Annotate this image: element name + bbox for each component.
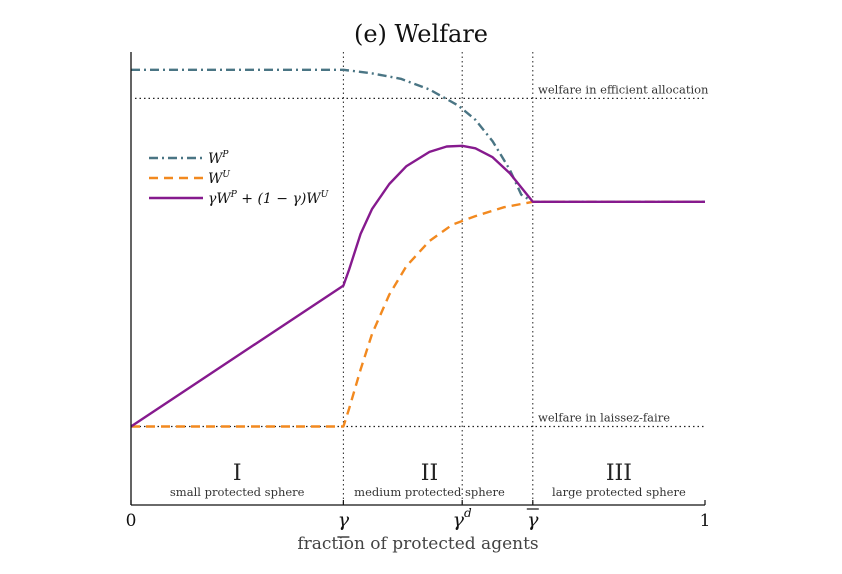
x-tick-label-2: γd xyxy=(453,506,472,531)
x-tick-label-1: γ xyxy=(338,509,350,531)
region-label-3: large protected sphere xyxy=(552,485,686,499)
region-numeral-3: III xyxy=(606,461,632,486)
legend-label-mix: γWP + (1 − γ)WU xyxy=(208,190,329,207)
legend-label-WU: WU xyxy=(208,170,230,187)
series-line-mix xyxy=(130,144,705,428)
x-tick-label-3: γ xyxy=(527,509,539,531)
region-numeral-2: II xyxy=(421,461,438,486)
series-lines xyxy=(130,68,705,428)
legend-label-WP: WP xyxy=(208,150,229,167)
x-tick-label-0: 0 xyxy=(126,511,137,531)
legend: WP WU γWP + (1 − γ)WU xyxy=(149,150,329,207)
region-numeral-1: I xyxy=(233,461,242,486)
x-axis-label: fraction of protected agents xyxy=(297,534,538,554)
ref-label-efficient: welfare in efficient allocation xyxy=(538,82,709,96)
region-label-2: medium protected sphere xyxy=(354,485,505,499)
reference-lines: welfare in efficient allocation welfare i… xyxy=(135,82,709,428)
chart-title: (e) Welfare xyxy=(354,20,488,48)
region-dividers xyxy=(342,52,534,505)
series-line-WU xyxy=(131,200,705,428)
ref-label-laissez-faire: welfare in laissez-faire xyxy=(538,411,670,425)
x-tick-label-4: 1 xyxy=(700,511,711,531)
series-line-WP xyxy=(131,68,705,204)
region-label-1: small protected sphere xyxy=(170,485,305,499)
